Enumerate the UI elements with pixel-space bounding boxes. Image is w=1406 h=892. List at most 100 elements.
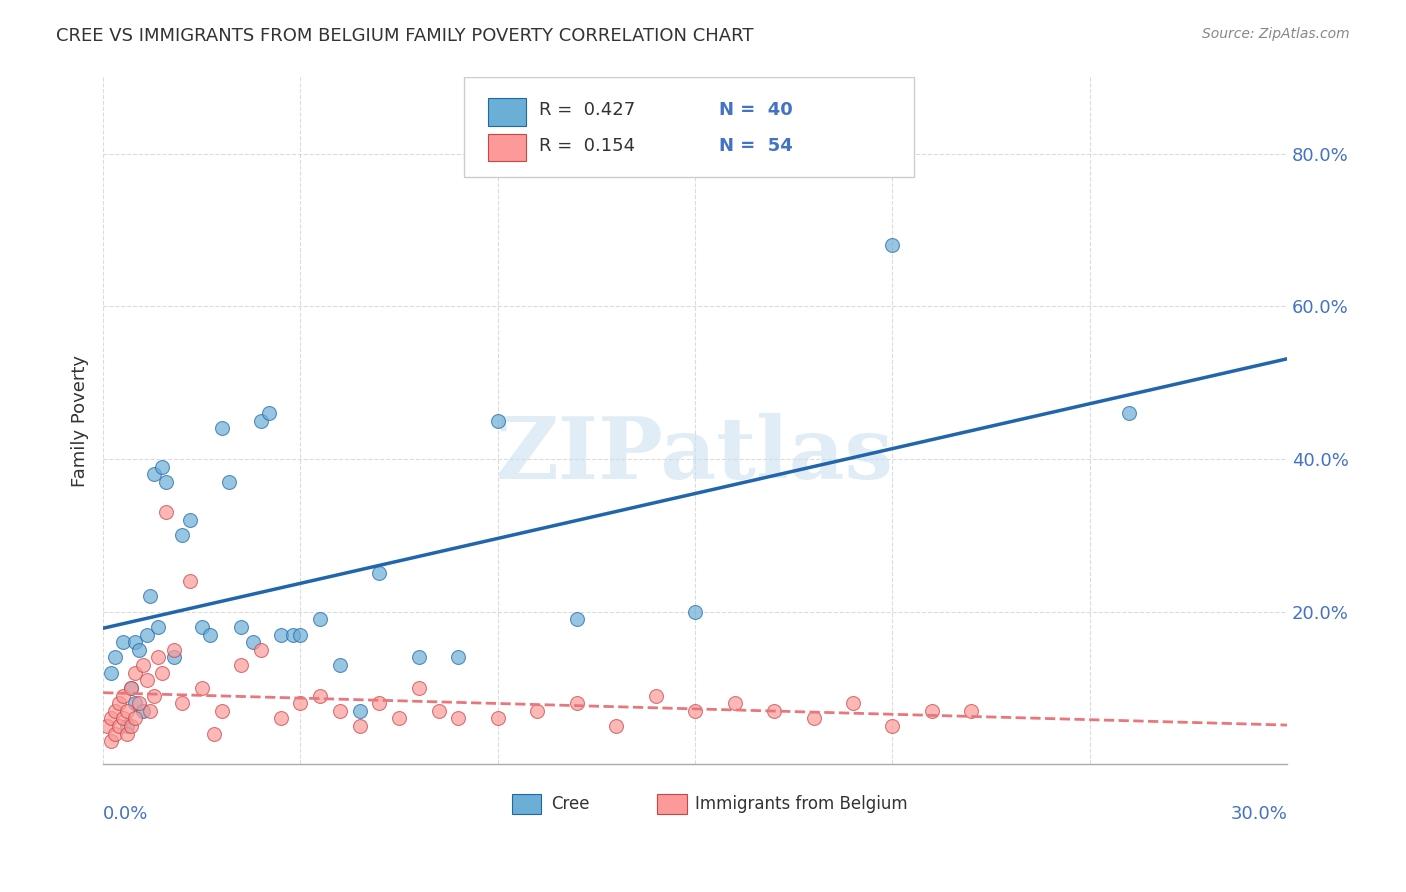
Point (96, 719, 118, 733)
Point (124, 665, 146, 680)
Point (120, 681, 142, 695)
Point (155, 475, 177, 489)
Point (120, 681, 142, 695)
Point (108, 696, 131, 710)
Point (388, 711, 411, 725)
Point (163, 650, 186, 665)
Point (231, 620, 253, 634)
Point (170, 696, 193, 710)
Point (427, 704, 450, 718)
Point (368, 566, 391, 581)
Point (329, 704, 352, 718)
Point (921, 704, 943, 718)
Point (211, 421, 233, 435)
Point (150, 665, 173, 680)
Point (115, 704, 138, 718)
Point (486, 711, 509, 725)
Point (179, 513, 201, 527)
Text: R =  0.427: R = 0.427 (538, 102, 636, 120)
Point (191, 681, 214, 695)
FancyBboxPatch shape (464, 78, 914, 177)
Point (309, 689, 332, 703)
Point (104, 727, 127, 741)
Text: 0.0%: 0.0% (103, 805, 149, 823)
Point (115, 719, 138, 733)
Point (882, 719, 904, 733)
Point (148, 620, 170, 634)
Point (135, 673, 157, 688)
Text: Immigrants from Belgium: Immigrants from Belgium (695, 795, 908, 814)
Point (242, 635, 264, 649)
Point (803, 711, 825, 725)
Point (143, 689, 166, 703)
Point (150, 459, 173, 474)
Text: CREE VS IMMIGRANTS FROM BELGIUM FAMILY POVERTY CORRELATION CHART: CREE VS IMMIGRANTS FROM BELGIUM FAMILY P… (56, 27, 754, 45)
Point (349, 704, 371, 718)
Point (270, 627, 292, 641)
Point (882, 238, 904, 252)
Point (960, 704, 983, 718)
Point (100, 711, 122, 725)
Point (128, 696, 150, 710)
Point (1118, 406, 1140, 420)
Text: R =  0.154: R = 0.154 (538, 137, 636, 155)
Point (148, 650, 170, 665)
Point (565, 612, 588, 626)
Point (408, 681, 430, 695)
Point (100, 734, 122, 748)
Text: N =  40: N = 40 (718, 102, 793, 120)
Point (349, 719, 371, 733)
Point (329, 658, 352, 673)
Text: Source: ZipAtlas.com: Source: ZipAtlas.com (1202, 27, 1350, 41)
Text: N =  54: N = 54 (718, 137, 793, 155)
Point (170, 528, 193, 542)
Text: Cree: Cree (551, 795, 589, 814)
Point (486, 414, 509, 428)
Point (309, 612, 332, 626)
Point (100, 665, 122, 680)
Point (368, 696, 391, 710)
FancyBboxPatch shape (657, 795, 686, 814)
FancyBboxPatch shape (488, 134, 526, 161)
Point (131, 704, 153, 718)
Point (211, 704, 233, 718)
Point (281, 627, 304, 641)
FancyBboxPatch shape (488, 98, 526, 126)
Point (104, 704, 127, 718)
FancyBboxPatch shape (512, 795, 541, 814)
Point (250, 642, 273, 657)
Point (565, 696, 588, 710)
Point (644, 689, 666, 703)
Point (155, 505, 177, 519)
Point (270, 711, 292, 725)
Point (104, 650, 127, 665)
Point (124, 696, 146, 710)
Point (605, 719, 627, 733)
Point (128, 642, 150, 657)
Point (257, 406, 280, 420)
Point (191, 620, 214, 634)
Point (124, 635, 146, 649)
Point (202, 727, 225, 741)
Point (198, 627, 221, 641)
Point (526, 704, 548, 718)
Point (163, 642, 186, 657)
Point (124, 711, 146, 725)
Point (231, 658, 253, 673)
Point (290, 627, 312, 641)
Point (115, 727, 138, 741)
Text: ZIPatlas: ZIPatlas (496, 413, 894, 497)
Point (120, 719, 142, 733)
Point (139, 590, 162, 604)
Y-axis label: Family Poverty: Family Poverty (72, 355, 89, 487)
Point (447, 711, 470, 725)
Point (683, 605, 706, 619)
Point (111, 635, 134, 649)
Point (111, 689, 134, 703)
Point (290, 696, 312, 710)
Point (763, 704, 786, 718)
Point (250, 414, 273, 428)
Point (108, 719, 131, 733)
Point (139, 704, 162, 718)
Point (218, 475, 240, 489)
